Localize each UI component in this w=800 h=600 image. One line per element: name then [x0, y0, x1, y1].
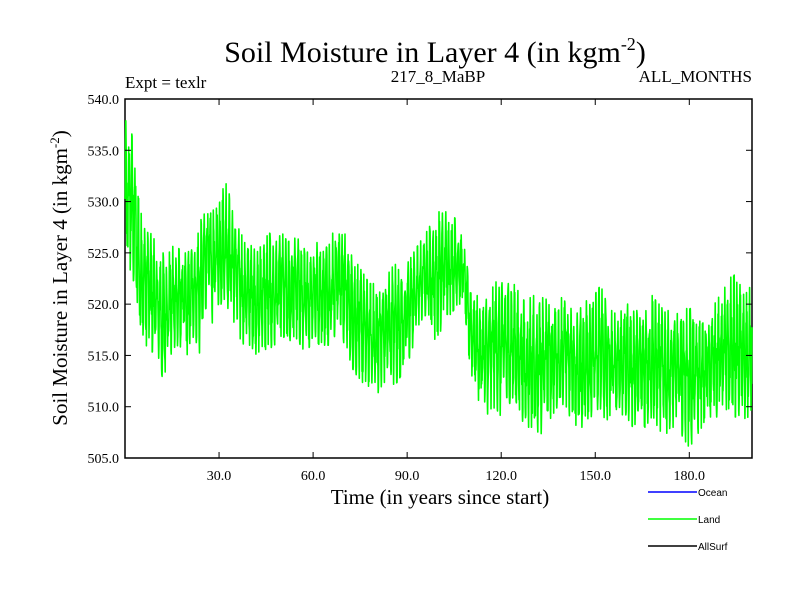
- y-tick-label: 530.0: [88, 196, 120, 211]
- x-axis-label: Time (in years since start): [331, 485, 550, 509]
- y-tick-label: 540.0: [88, 93, 120, 108]
- x-axis-ticks: 30.0 60.0 90.0 120.0 150.0 180.0: [207, 99, 705, 484]
- chart-title-superscript: -2: [621, 34, 636, 54]
- legend-label-land: Land: [698, 515, 720, 526]
- y-tick-label: 505.0: [88, 452, 120, 467]
- plot-frame: [124, 98, 753, 459]
- x-tick-label: 60.0: [301, 469, 326, 484]
- legend-item-allsurf: AllSurf: [648, 542, 728, 553]
- legend-item-ocean: Ocean: [648, 488, 727, 499]
- chart-title-close: ): [636, 36, 646, 69]
- x-tick-label: 90.0: [395, 469, 420, 484]
- legend-label-allsurf: AllSurf: [698, 542, 728, 553]
- run-label: 217_8_MaBP: [391, 67, 485, 86]
- y-tick-label: 520.0: [88, 298, 120, 313]
- expt-label: Expt = texlr: [125, 73, 207, 92]
- y-tick-label: 510.0: [88, 401, 120, 416]
- y-tick-label: 515.0: [88, 349, 120, 364]
- x-tick-label: 180.0: [674, 469, 706, 484]
- x-tick-label: 30.0: [207, 469, 232, 484]
- series-land-line: [124, 120, 753, 447]
- y-axis-label: Soil Moisture in Layer 4 (in kgm-2): [47, 130, 72, 425]
- chart-title: Soil Moisture in Layer 4 (in kgm-2): [224, 34, 646, 69]
- x-tick-label: 150.0: [580, 469, 612, 484]
- plot-area: [124, 120, 753, 447]
- legend: Ocean Land AllSurf: [648, 488, 728, 553]
- x-tick-label: 120.0: [485, 469, 517, 484]
- chart-title-main: Soil Moisture in Layer 4 (in kgm: [224, 36, 621, 69]
- months-label: ALL_MONTHS: [639, 67, 752, 86]
- y-axis-label-main: Soil Moisture in Layer 4 (in kgm: [48, 148, 72, 426]
- y-axis-label-close: ): [48, 130, 72, 137]
- y-tick-label: 525.0: [88, 247, 120, 262]
- y-axis-ticks: 505.0 510.0 515.0 520.0 525.0 530.0 535.0 540.0: [88, 93, 752, 467]
- y-axis-label-superscript: -2: [47, 137, 62, 148]
- legend-label-ocean: Ocean: [698, 488, 727, 499]
- legend-item-land: Land: [648, 515, 720, 526]
- y-tick-label: 535.0: [88, 144, 120, 159]
